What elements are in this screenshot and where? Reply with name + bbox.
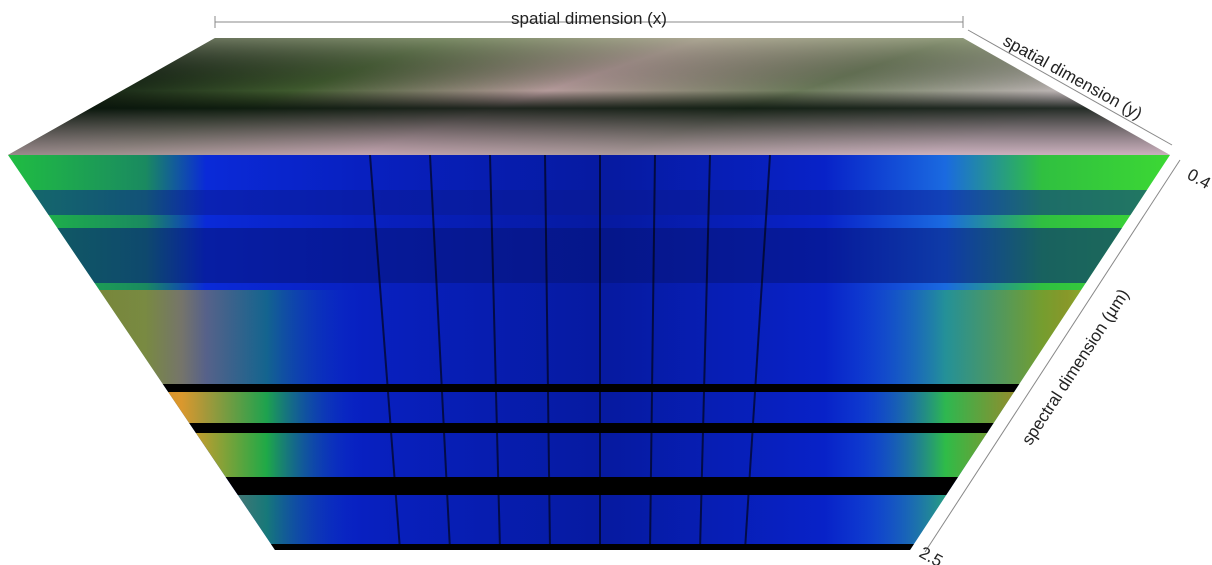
absorption-band — [0, 228, 1212, 283]
x-axis-label: spatial dimension (x) — [511, 9, 667, 28]
water-band — [0, 477, 1212, 495]
absorption-band — [0, 190, 1212, 215]
top-face-shade — [8, 38, 1170, 155]
front-face — [0, 155, 1212, 555]
hyperspectral-cube: spatial dimension (x) spatial dimension … — [0, 0, 1212, 565]
reflectance-band — [0, 290, 1212, 385]
reflectance-band — [0, 495, 1212, 550]
spectral-end-label: 2.5 — [916, 543, 946, 565]
spectral-start-label: 0.4 — [1184, 165, 1212, 193]
water-band — [0, 544, 1212, 550]
